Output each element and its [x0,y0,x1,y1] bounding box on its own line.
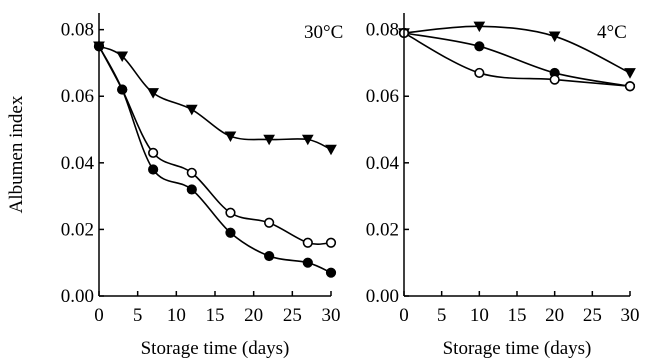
x-tick-label: 20 [545,305,564,326]
series-line-circle-filled [98,45,332,274]
chart-panel-4c: 0 5 10 15 20 25 30 0.00 0.02 0.04 0.06 0.08 4°C Sto… [366,13,640,359]
ticks: 0 5 10 15 20 25 30 0.00 0.02 0.04 0.06 0.08 [366,20,640,326]
panel-label-30c: 30°C [304,22,343,43]
y-tick-label: 0.02 [366,219,399,240]
series-line-circle-filled [403,32,631,88]
data-point-open-circle [148,147,159,158]
data-point-triangle [185,104,198,116]
chart-panel-30c: 0 5 10 15 20 25 30 0.00 0.02 0.04 0.06 0.08 30°C St… [6,13,343,359]
series-line-triangle-down [98,45,332,151]
data-point-open-circle [549,74,560,85]
data-point-filled-circle [117,84,128,95]
series-line-triangle-down [403,25,631,74]
data-point-open-circle [624,81,636,92]
data-point-triangle [147,88,159,99]
ticks: 0 5 10 15 20 25 30 0.00 0.02 0.04 0.06 0.08 [61,20,341,326]
y-axis-title: Albumen index [6,95,27,213]
x-tick-label: 0 [94,305,104,326]
series-layer [93,41,337,278]
data-point-triangle [301,134,314,146]
x-axis-title: Storage time (days) [141,338,290,359]
x-tick-label: 25 [283,305,302,326]
data-point-triangle [116,51,129,63]
x-tick-label: 10 [470,305,489,326]
y-tick-label: 0.04 [366,153,400,174]
data-point-triangle [548,31,561,43]
y-tick-label: 0.06 [366,86,399,107]
data-point-filled-circle [225,227,236,238]
x-axis-title: Storage time (days) [443,338,592,359]
y-tick-label: 0.08 [366,20,399,41]
series-line-circle-open [403,32,631,88]
data-point-filled-circle [186,184,197,195]
data-point-triangle [624,68,636,79]
data-point-open-circle [302,237,313,248]
data-point-filled-circle [264,250,275,262]
x-tick-label: 15 [206,305,225,326]
x-tick-label: 30 [322,305,341,326]
y-tick-label: 0.00 [366,286,399,307]
data-point-open-circle [186,167,197,178]
data-point-filled-circle [474,41,485,52]
x-tick-label: 25 [583,305,602,326]
data-point-triangle [263,134,275,146]
x-tick-label: 15 [508,305,527,326]
x-tick-label: 30 [621,305,640,326]
x-tick-label: 5 [437,305,447,326]
x-tick-label: 0 [399,305,409,326]
data-point-filled-circle [148,164,159,175]
panel-label-4c: 4°C [597,22,627,43]
data-point-open-circle [225,207,236,218]
data-point-open-circle [474,67,485,79]
y-tick-label: 0.06 [61,86,94,107]
y-tick-label: 0.04 [61,153,95,174]
data-point-triangle [325,144,337,156]
series-layer [398,21,636,92]
x-tick-label: 5 [133,305,143,326]
data-point-filled-circle [325,267,337,278]
x-tick-label: 20 [244,305,263,326]
y-tick-label: 0.00 [61,286,94,307]
data-point-filled-circle [302,257,313,268]
data-point-open-circle [325,237,337,248]
y-tick-label: 0.08 [61,20,94,41]
x-tick-label: 10 [167,305,186,326]
data-point-open-circle [264,217,275,228]
data-point-triangle [224,131,237,142]
data-point-triangle [473,21,486,33]
y-tick-label: 0.02 [61,219,94,240]
